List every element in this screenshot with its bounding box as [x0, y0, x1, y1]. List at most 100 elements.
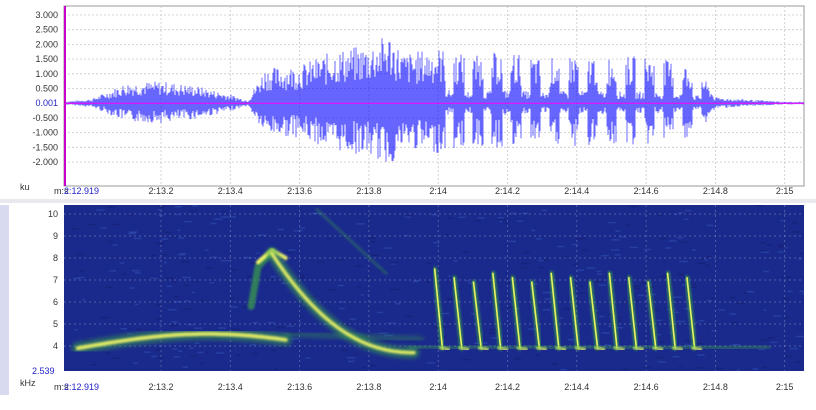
waveform-x-tick: 2:13.4 — [218, 186, 243, 196]
spectrogram-y-tick: 8 — [53, 253, 58, 263]
spectrogram-noise-speck — [777, 246, 787, 248]
spectrogram-noise-speck — [172, 348, 177, 350]
spectrogram-noise-speck — [427, 362, 435, 364]
spectrogram-x-tick: 2:14.8 — [703, 382, 728, 392]
spectrogram-trace — [647, 281, 657, 349]
spectrogram-trace — [511, 277, 521, 349]
spectrogram-noise-speck — [598, 315, 605, 318]
spectrogram-noise-speck — [787, 290, 793, 293]
spectrogram-noise-speck — [698, 367, 706, 369]
spectrogram-noise-speck — [760, 242, 767, 244]
spectrogram-noise-speck — [154, 242, 164, 245]
spectrogram-noise-speck — [108, 240, 115, 243]
spectrogram-noise-speck — [736, 369, 740, 371]
spectrogram-noise-speck — [629, 246, 638, 249]
spectrogram-noise-speck — [177, 253, 186, 256]
spectrogram-noise-speck — [576, 237, 586, 240]
spectrogram-noise-speck — [737, 302, 745, 304]
spectrogram-noise-speck — [185, 308, 194, 310]
waveform-y-tick: 1.500 — [35, 54, 58, 64]
spectrogram-noise-speck — [274, 368, 279, 370]
spectrogram-noise-speck — [166, 285, 172, 287]
spectrogram-noise-speck — [444, 233, 449, 236]
spectrogram-noise-speck — [252, 352, 258, 355]
spectrogram-noise-speck — [257, 234, 267, 237]
spectrogram-noise-speck — [572, 243, 579, 246]
spectrogram-y-tick: 10 — [48, 209, 58, 219]
spectrogram-trace — [407, 342, 771, 352]
spectrogram-noise-speck — [344, 324, 349, 326]
spectrogram-noise-speck — [440, 312, 450, 315]
spectrogram-noise-speck — [277, 235, 284, 238]
spectrogram-noise-speck — [706, 256, 712, 258]
spectrogram-side-strip — [0, 205, 9, 395]
spectrogram-noise-speck — [230, 306, 238, 308]
spectrogram-noise-speck — [535, 238, 542, 240]
spectrogram-noise-speck — [163, 261, 167, 264]
spectrogram-noise-speck — [209, 282, 214, 284]
waveform-y-tick: 1.000 — [35, 69, 58, 79]
spectrogram-noise-speck — [256, 252, 260, 254]
spectrogram-noise-speck — [387, 322, 395, 324]
spectrogram-trace — [315, 208, 388, 275]
spectrogram-noise-speck — [729, 313, 736, 315]
spectrogram-noise-speck — [477, 217, 485, 219]
waveform-y-tick: -0.500 — [32, 113, 58, 123]
spectrogram-trace — [75, 331, 288, 351]
waveform-x-tick: 2:13.2 — [148, 186, 173, 196]
spectrogram-noise-speck — [497, 217, 504, 219]
waveform-y-tick: 0.001 — [35, 98, 58, 108]
spectrogram-noise-speck — [173, 301, 182, 303]
waveform-x-tick: 2:14 — [429, 186, 447, 196]
spectrogram-noise-speck — [559, 317, 563, 319]
spectrogram-noise-speck — [780, 219, 784, 222]
waveform-y-tick: 2.500 — [35, 25, 58, 35]
spectrogram-noise-speck — [74, 329, 79, 331]
waveform-y-tick: -1.500 — [32, 142, 58, 152]
spectrogram-noise-speck — [371, 364, 377, 367]
spectrogram-noise-speck — [499, 220, 503, 223]
spectrogram-noise-speck — [150, 277, 158, 280]
spectrogram-noise-speck — [81, 299, 86, 301]
spectrogram-noise-speck — [272, 349, 277, 352]
spectrogram-noise-speck — [301, 277, 306, 279]
spectrogram-noise-speck — [685, 340, 695, 342]
spectrogram-trace — [569, 277, 579, 349]
waveform-panel[interactable]: 3.000 2.500 2.000 1.500 1.000 0.500 0.001 -0.50… — [0, 0, 816, 200]
spectrogram-noise-speck — [196, 280, 200, 283]
spectrogram-x-start: 2:12.919 — [64, 382, 99, 392]
spectrogram-plot-area[interactable] — [64, 205, 804, 371]
spectrogram-noise-speck — [210, 256, 218, 258]
spectrogram-noise-speck — [143, 351, 151, 353]
panel-divider[interactable] — [0, 199, 816, 203]
spectrogram-noise-speck — [544, 298, 551, 300]
spectrogram-noise-speck — [704, 259, 708, 261]
spectrogram-noise-speck — [314, 212, 323, 215]
waveform-x-axis: 2:13.2 2:13.4 2:13.6 2:13.8 2:14 2:14.2 2:14.4… — [148, 186, 793, 196]
spectrogram-noise-speck — [190, 355, 197, 357]
spectrogram-noise-speck — [660, 238, 667, 240]
spectrogram-noise-speck — [369, 240, 375, 243]
spectrogram-noise-speck — [668, 240, 677, 242]
spectrogram-noise-speck — [742, 292, 748, 294]
spectrogram-noise-speck — [488, 332, 497, 334]
spectrogram-noise-speck — [112, 357, 122, 359]
spectrogram-noise-speck — [214, 218, 223, 220]
spectrogram-noise-speck — [791, 231, 800, 233]
spectrogram-noise-speck — [108, 270, 116, 272]
spectrogram-noise-speck — [781, 297, 789, 300]
spectrogram-noise-speck — [491, 337, 498, 339]
spectrogram-noise-speck — [730, 296, 735, 299]
spectrogram-noise-speck — [650, 309, 659, 312]
spectrogram-noise-speck — [474, 220, 481, 222]
waveform-y-tick: 0.500 — [35, 84, 58, 94]
waveform-x-tick: 2:14.2 — [495, 186, 520, 196]
spectrogram-noise-speck — [368, 215, 372, 218]
spectrogram-noise-speck — [87, 223, 96, 226]
spectrogram-noise-speck — [695, 321, 699, 323]
waveform-unit-label: ku — [20, 182, 30, 192]
spectrogram-noise-speck — [90, 364, 98, 366]
spectrogram-y-tick: 5 — [53, 319, 58, 329]
